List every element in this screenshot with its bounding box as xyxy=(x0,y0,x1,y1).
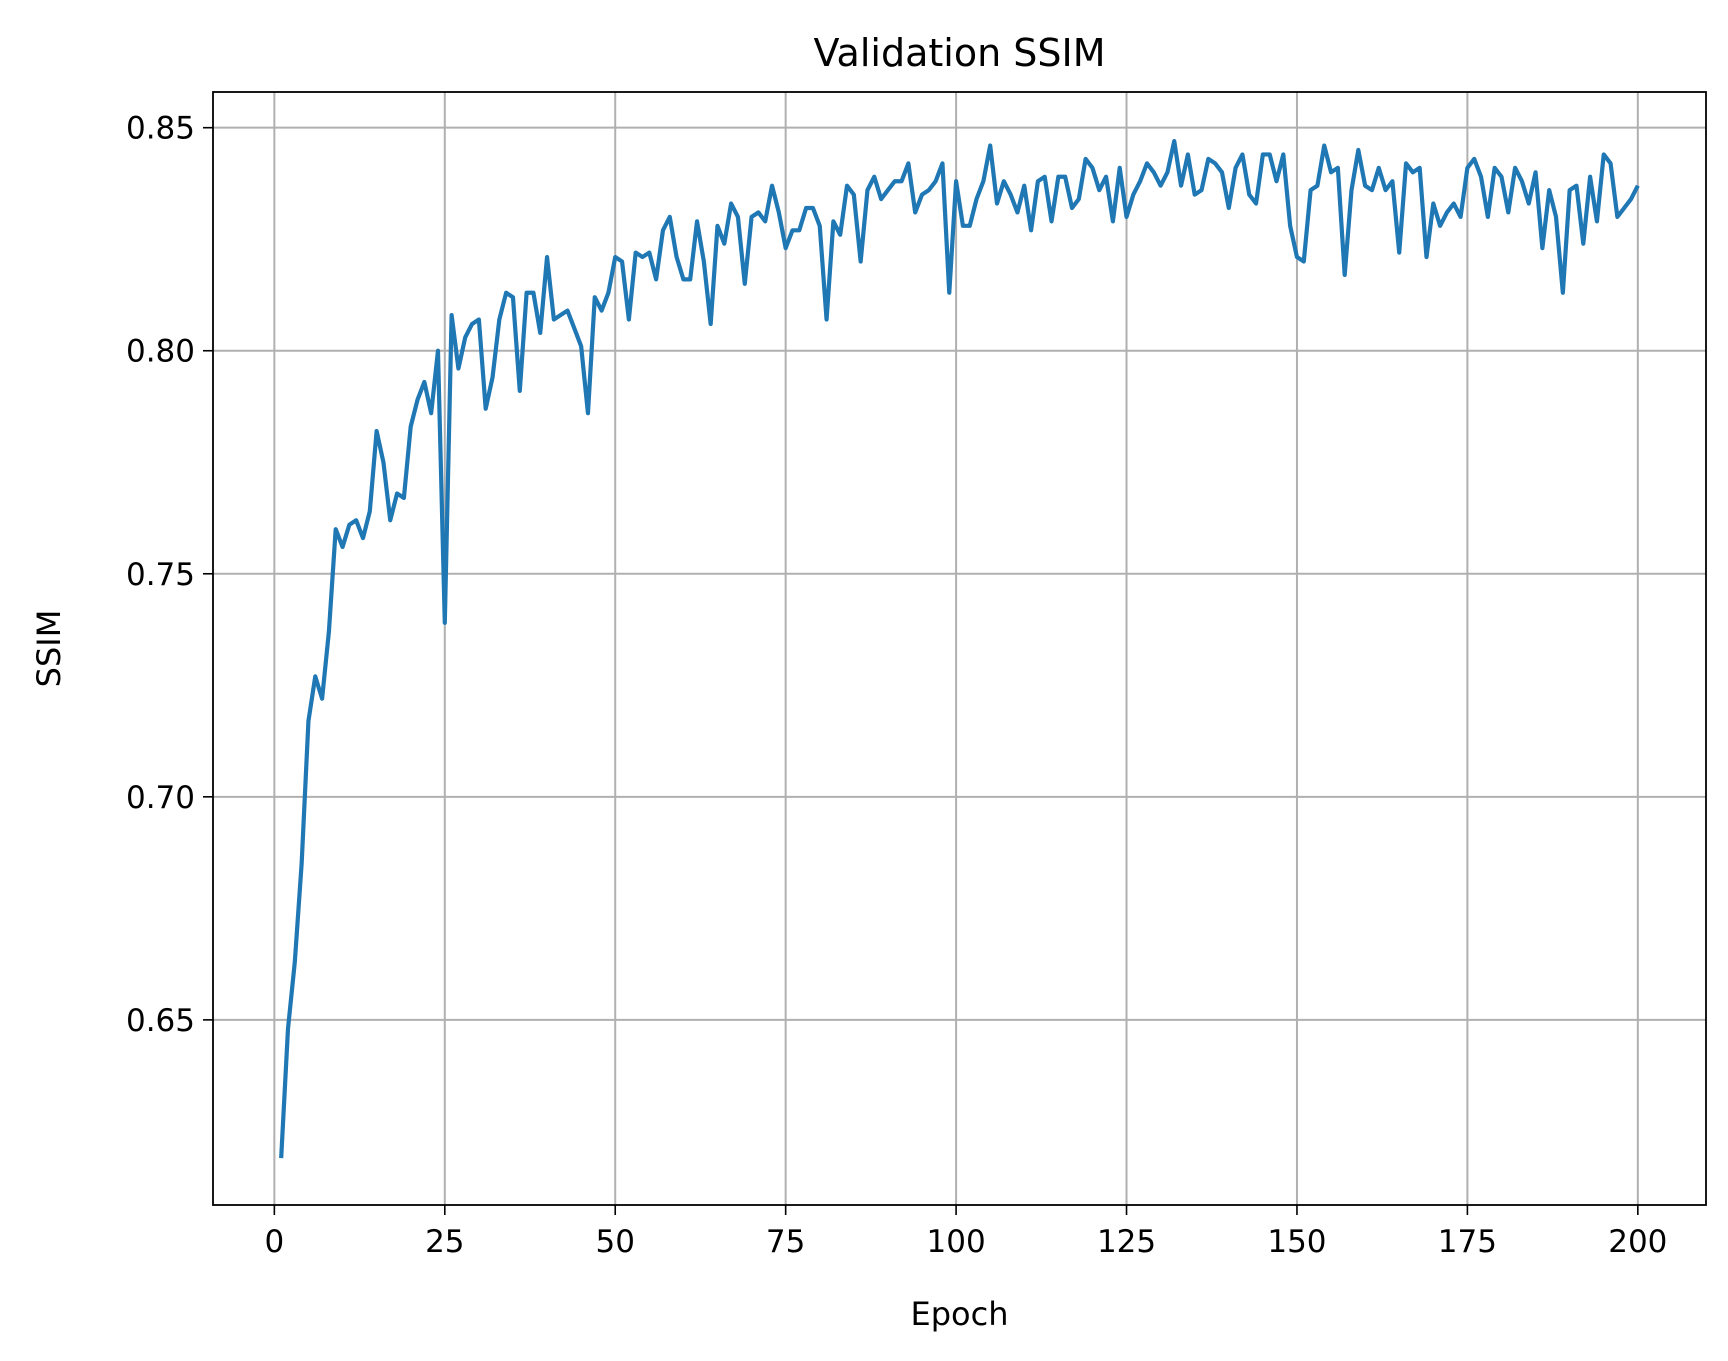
x-tick-label: 200 xyxy=(1608,1224,1667,1260)
x-axis-label: Epoch xyxy=(911,1295,1009,1333)
y-tick-label: 0.75 xyxy=(126,557,195,593)
y-tick-label: 0.70 xyxy=(126,780,195,816)
y-tick-label: 0.85 xyxy=(126,111,195,147)
x-tick-label: 50 xyxy=(595,1224,634,1260)
x-tick-label: 75 xyxy=(766,1224,805,1260)
y-axis-label: SSIM xyxy=(30,610,68,688)
series-layer xyxy=(279,138,1640,1159)
chart-title: Validation SSIM xyxy=(814,31,1106,75)
x-tick-label: 0 xyxy=(264,1224,284,1260)
series-line xyxy=(279,138,1640,1159)
axis-ticks: 0 25 50 75 100 125 150 175 200 0.65 0.70 0.75 0.80 0.… xyxy=(126,111,1667,1260)
x-tick-label: 175 xyxy=(1438,1224,1497,1260)
x-tick-label: 150 xyxy=(1267,1224,1326,1260)
x-tick-label: 125 xyxy=(1097,1224,1156,1260)
y-tick-label: 0.65 xyxy=(126,1003,195,1039)
y-tick-label: 0.80 xyxy=(126,334,195,370)
grid-lines xyxy=(213,92,1706,1205)
plot-frame xyxy=(212,91,1707,1206)
x-tick-label: 25 xyxy=(425,1224,464,1260)
x-tick-label: 100 xyxy=(927,1224,986,1260)
